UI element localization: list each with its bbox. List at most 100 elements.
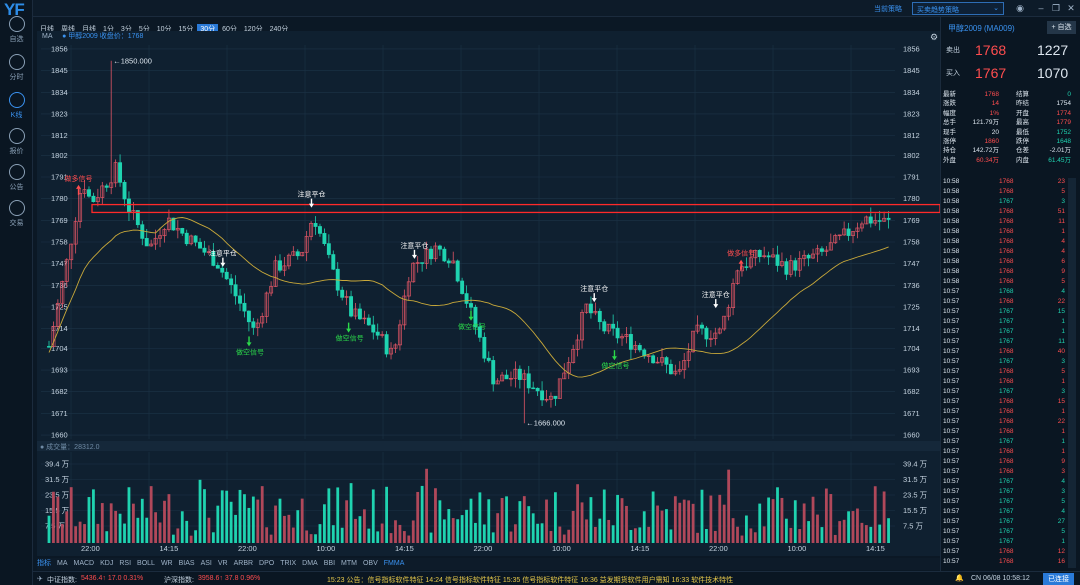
- period-tab[interactable]: 15分: [178, 26, 194, 33]
- indicator-tab[interactable]: DPO: [259, 560, 275, 567]
- period-tab[interactable]: 240分: [269, 26, 289, 33]
- volume-bar: [56, 496, 60, 543]
- tick-price: 1768: [999, 268, 1014, 275]
- volume-bar: [171, 534, 175, 543]
- candle-body: [575, 339, 580, 350]
- candle-body: [78, 193, 83, 222]
- candle-body: [220, 267, 225, 273]
- volume-bar: [736, 526, 739, 543]
- volume-bar: [87, 497, 91, 543]
- indicator-tab[interactable]: RSI: [119, 560, 132, 567]
- indicator-tab[interactable]: OBV: [362, 560, 378, 567]
- candle-body: [886, 217, 891, 220]
- volume-bar: [345, 500, 349, 543]
- indicator-tab[interactable]: KDJ: [100, 560, 114, 567]
- close-icon[interactable]: ✕: [1067, 3, 1075, 13]
- y-tick-right: 1780: [903, 194, 920, 203]
- candle-body: [660, 357, 664, 363]
- signal-short: 做空信号: [601, 350, 629, 370]
- volume-bar: [380, 523, 384, 543]
- nav-kline[interactable]: K线: [0, 92, 33, 120]
- volume-bar: [749, 528, 753, 543]
- volume-bar: [540, 523, 544, 543]
- strategy-select[interactable]: 买卖趋势策略 ⌄: [912, 2, 1004, 15]
- tick-row: 10:57 1767 5: [943, 497, 1065, 507]
- bell-icon[interactable]: 🔔: [955, 575, 964, 582]
- candle-body: [846, 228, 851, 236]
- indicator-tab[interactable]: TRIX: [280, 560, 297, 567]
- candle-body: [144, 238, 149, 247]
- arrow-head: [611, 356, 617, 361]
- candle-body: [51, 326, 56, 347]
- tick-volume: 22: [1057, 418, 1065, 425]
- sell-price[interactable]: 1768: [975, 42, 1007, 58]
- indicator-tab[interactable]: MA: [57, 560, 68, 567]
- tick-volume: 3: [1061, 198, 1065, 205]
- tick-time: 10:57: [943, 468, 960, 475]
- nav-timeshare[interactable]: 分时: [0, 54, 33, 82]
- period-tab[interactable]: 60分: [222, 26, 237, 33]
- indicator-tab[interactable]: ARBR: [233, 560, 254, 567]
- volume-bar: [211, 532, 215, 543]
- indicator-tab[interactable]: BOLL: [137, 560, 155, 567]
- volume-bar: [367, 528, 371, 543]
- y-tick-right: 1725: [903, 303, 920, 312]
- indicator-tab[interactable]: VR: [217, 560, 228, 567]
- tick-volume: 15: [1057, 308, 1065, 315]
- period-tab[interactable]: 3分: [120, 26, 132, 33]
- indicator-tab[interactable]: ASI: [200, 560, 212, 567]
- indicator-tab[interactable]: MACD: [73, 560, 95, 567]
- volume-bar: [460, 515, 464, 543]
- volume-bar: [700, 489, 704, 543]
- candle-body: [469, 303, 473, 308]
- volume-bar: [722, 504, 726, 543]
- y-tick-left: 1823: [51, 109, 68, 118]
- tick-scrollbar[interactable]: [1068, 178, 1076, 568]
- volume-bar: [522, 496, 526, 543]
- period-tab[interactable]: 1分: [103, 26, 114, 33]
- period-tab[interactable]: 周线: [61, 26, 75, 33]
- period-tab[interactable]: 月线: [82, 26, 96, 33]
- period-tab[interactable]: 5分: [138, 26, 150, 33]
- indicator-tab[interactable]: FMMA: [383, 560, 405, 567]
- volume-bar: [74, 526, 78, 543]
- nav-watchlist[interactable]: 自选: [0, 16, 33, 44]
- tick-price: 1768: [999, 558, 1014, 565]
- user-icon[interactable]: ◉: [1016, 3, 1024, 13]
- volume-bar: [362, 509, 366, 543]
- tick-time: 10:57: [943, 358, 960, 365]
- candle-body: [158, 235, 163, 239]
- gear-icon[interactable]: ⚙: [930, 32, 938, 42]
- period-tab[interactable]: 日线: [40, 26, 54, 33]
- minimize-icon[interactable]: –: [1038, 3, 1044, 13]
- x-tick-label: 10:00: [788, 544, 807, 553]
- candle-body: [864, 216, 869, 225]
- period-tab[interactable]: 10分: [156, 26, 172, 33]
- add-watchlist-button[interactable]: + 自选: [1047, 21, 1076, 34]
- buy-price[interactable]: 1767: [975, 65, 1007, 81]
- kline-icon: [8, 92, 25, 108]
- indicator-tab[interactable]: BIAS: [178, 560, 195, 567]
- restore-icon[interactable]: ❐: [1051, 3, 1061, 13]
- chart-area[interactable]: 1856 1856 1845 1845 1834 1834 1823 1823 1812 1812…: [37, 31, 941, 556]
- indicator-tab[interactable]: DMA: [302, 560, 318, 567]
- nav-quote[interactable]: 报价: [0, 128, 33, 156]
- candle-body: [682, 360, 687, 371]
- kline-chart-svg[interactable]: 1856 1856 1845 1845 1834 1834 1823 1823 1812 1812…: [37, 31, 941, 556]
- volume-bar: [238, 489, 242, 543]
- x-tick-label: 22:00: [238, 544, 257, 553]
- indicator-tab[interactable]: 指标: [37, 560, 51, 567]
- indicator-tab[interactable]: MTM: [341, 560, 357, 567]
- volume-bar: [580, 502, 584, 543]
- arrow-head: [346, 328, 352, 333]
- period-tab[interactable]: 120分: [243, 26, 263, 33]
- x-tick-label: 14:15: [395, 544, 414, 553]
- tick-time: 10:57: [943, 528, 960, 535]
- news-ticker[interactable]: 15:23 公告：信号指标软件特征 14:24 信号指标软件特征 15:35 信…: [327, 577, 734, 584]
- nav-trade[interactable]: 交易: [0, 200, 33, 228]
- nav-notice[interactable]: 公告: [0, 164, 33, 192]
- candle-body: [597, 310, 602, 323]
- indicator-tab[interactable]: BBI: [323, 560, 336, 567]
- indicator-tab[interactable]: WR: [160, 560, 173, 567]
- volume-bar: [429, 532, 433, 543]
